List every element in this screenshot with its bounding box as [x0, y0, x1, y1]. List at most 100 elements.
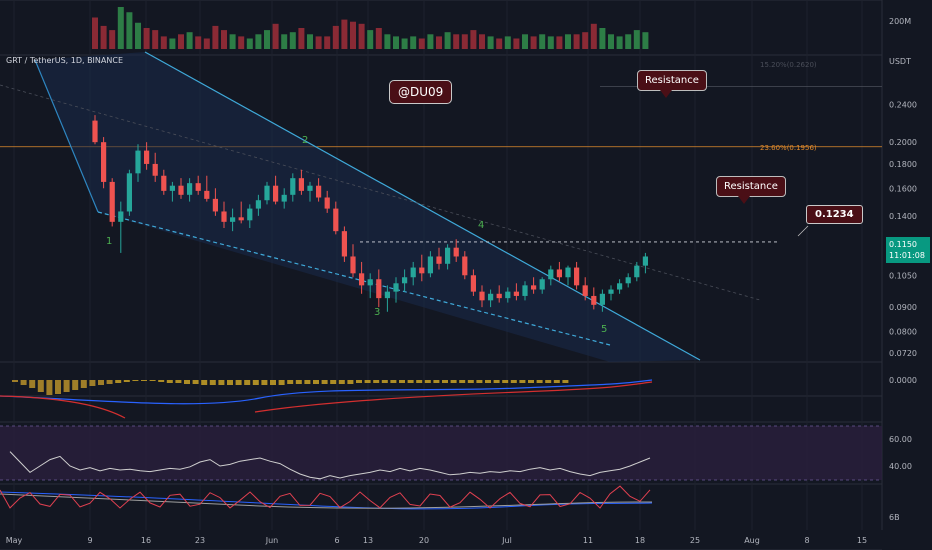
macd-histogram-bar	[12, 380, 18, 382]
volume-bar	[565, 34, 571, 49]
macd-histogram-bar	[407, 380, 414, 383]
volume-bar	[281, 34, 288, 49]
macd-histogram-bar	[115, 380, 122, 383]
volume-bar	[539, 34, 546, 49]
macd-histogram-bar	[80, 380, 87, 388]
bottom-red-line	[0, 485, 651, 509]
candle-body	[178, 185, 184, 195]
x-tick-label: Aug	[744, 536, 760, 545]
macd-histogram-bar	[158, 380, 165, 382]
channel-left-edge	[34, 59, 99, 213]
candle-body	[496, 293, 502, 299]
macd-histogram-bar	[287, 380, 294, 384]
resistance-callout-lower[interactable]: Resistance	[716, 176, 786, 197]
macd-histogram-bar	[166, 380, 173, 383]
rsi-tick-40: 40.00	[889, 462, 912, 471]
candle-body	[247, 208, 253, 221]
symbol-title[interactable]: GRT / TetherUS, 1D, BINANCE	[6, 56, 123, 65]
wave-label-3: 3	[374, 307, 380, 318]
macd-histogram-bar	[381, 380, 388, 383]
candle-body	[109, 181, 115, 222]
volume-bar	[522, 34, 528, 49]
candle-body	[522, 285, 528, 296]
volume-tick-label: 200M	[889, 17, 911, 26]
volume-bar	[461, 34, 468, 49]
candle-body	[625, 277, 631, 284]
candle-body	[539, 279, 545, 290]
macd-histogram-bar	[356, 380, 362, 383]
price-tick-label: 0.0800	[889, 327, 917, 336]
volume-bars	[92, 7, 649, 49]
macd-histogram-bar	[244, 380, 251, 385]
volume-bar	[547, 36, 554, 49]
resistance-callout-upper-tail	[660, 90, 672, 98]
macd-histogram-bar	[132, 380, 139, 381]
macd-histogram-bar	[106, 380, 113, 384]
macd-histogram-bar	[123, 380, 130, 382]
macd-histogram-bar	[450, 380, 457, 383]
candle-body	[548, 269, 554, 280]
volume-bar	[160, 36, 167, 49]
macd-histogram-bar	[209, 380, 216, 385]
bottom-tick-label: 6B	[889, 513, 900, 522]
bottom-indicator-panel	[0, 485, 653, 510]
candle-body	[230, 217, 236, 222]
target-price-label[interactable]: 0.1234	[806, 205, 863, 224]
volume-bar	[92, 17, 98, 49]
macd-line	[0, 379, 653, 405]
volume-bar	[470, 30, 477, 49]
volume-bar	[504, 36, 511, 49]
price-tick-label: 0.0720	[889, 349, 917, 358]
candle-body	[376, 279, 382, 299]
resistance-callout-upper[interactable]: Resistance	[637, 70, 707, 91]
macd-histogram-bar	[424, 380, 431, 383]
candle-body	[221, 211, 227, 222]
last-price-tag: 0.1150 11:01:08	[886, 237, 930, 263]
x-tick-label: Jul	[501, 536, 512, 545]
candle-body	[479, 291, 485, 301]
volume-bar	[633, 30, 640, 49]
macd-histogram-bar	[192, 380, 199, 384]
macd-histogram-bar	[270, 380, 276, 385]
volume-bar	[616, 36, 623, 49]
macd-histogram-bar	[46, 380, 53, 395]
macd-histogram-bar	[304, 380, 311, 384]
candlesticks	[92, 115, 648, 312]
macd-histogram-bar	[330, 380, 337, 384]
volume-bar	[375, 28, 382, 49]
volume-bar	[238, 36, 245, 49]
macd-histogram-bar	[227, 380, 233, 385]
volume-bar	[332, 25, 339, 49]
macd-histogram-bar	[98, 380, 104, 385]
volume-bar	[418, 38, 425, 49]
candle-body	[238, 217, 244, 221]
macd-histogram-bar	[562, 380, 569, 383]
countdown: 11:01:08	[889, 251, 925, 260]
candle-body	[634, 265, 640, 278]
candle-body	[135, 150, 141, 174]
macd-histogram-bar	[502, 380, 509, 383]
volume-bar	[573, 34, 580, 49]
candle-body	[384, 291, 390, 299]
rsi-line	[9, 451, 651, 480]
macd-histogram-bar	[261, 380, 268, 385]
candle-body	[531, 285, 537, 290]
macd-histogram-bar	[295, 380, 302, 384]
macd-histogram-bar	[321, 380, 328, 384]
candle-body	[316, 185, 322, 198]
macd-histogram-bar	[485, 380, 491, 383]
macd-histogram-bar	[20, 380, 27, 385]
candle-body	[617, 283, 623, 290]
macd-histogram-bar	[519, 380, 526, 383]
candle-body	[298, 178, 304, 191]
candle-body	[582, 285, 588, 296]
volume-bar	[556, 36, 563, 49]
candle-body	[393, 283, 399, 292]
wave-label-4: 4	[478, 220, 484, 231]
candle-body	[152, 163, 158, 176]
candle-body	[565, 267, 571, 278]
candle-body	[273, 185, 279, 202]
target-leader-line	[797, 225, 809, 237]
macd-histogram-bar	[55, 380, 61, 394]
